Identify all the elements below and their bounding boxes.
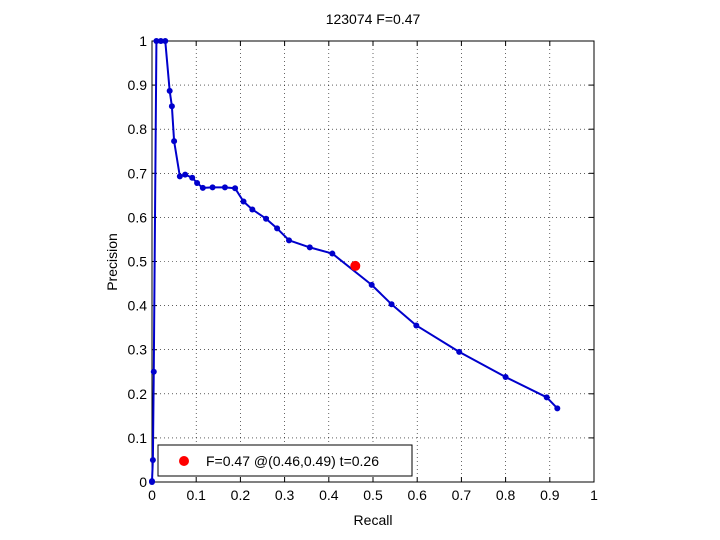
data-point: [162, 38, 169, 44]
x-tick-label: 0.1: [186, 487, 206, 503]
chart-title: 123074 F=0.47: [326, 11, 421, 27]
legend-label: F=0.47 @(0.46,0.49) t=0.26: [206, 453, 379, 469]
data-point: [543, 394, 550, 401]
x-tick-label: 0.9: [540, 487, 560, 503]
y-tick-label: 0.7: [128, 165, 148, 181]
data-point: [263, 215, 270, 222]
data-point: [149, 456, 156, 463]
legend: F=0.47 @(0.46,0.49) t=0.26: [157, 444, 413, 477]
data-point: [221, 184, 228, 191]
data-point: [286, 237, 293, 244]
y-tick-label: 0.6: [128, 209, 148, 225]
y-tick-label: 0.9: [128, 77, 148, 93]
data-point: [413, 322, 420, 329]
x-tick-label: 0.6: [407, 487, 427, 503]
data-point: [168, 103, 175, 110]
y-axis-label: Precision: [104, 233, 120, 291]
y-tick-label: 0.2: [128, 386, 148, 402]
y-tick-label: 0.5: [128, 254, 148, 270]
data-point: [182, 171, 189, 178]
y-tick-label: 0: [139, 474, 147, 490]
y-tick-label: 0.1: [128, 430, 148, 446]
data-point: [157, 38, 164, 44]
data-point: [194, 180, 201, 187]
best-f-marker: [350, 260, 361, 271]
data-point: [209, 184, 216, 191]
data-point: [306, 244, 313, 251]
data-point: [249, 206, 256, 213]
x-tick-label: 0.2: [231, 487, 251, 503]
x-tick-label: 0.5: [363, 487, 383, 503]
data-point: [456, 348, 463, 355]
data-point: [150, 368, 157, 375]
legend-marker: [179, 456, 189, 466]
data-point: [189, 174, 196, 181]
y-tick-label: 1: [139, 33, 147, 49]
data-point: [329, 250, 336, 257]
data-point: [171, 138, 178, 145]
x-axis-label: Recall: [354, 512, 393, 528]
x-tick-label: 0.4: [319, 487, 339, 503]
x-tick-label: 0: [148, 487, 156, 503]
x-tick-label: 0.8: [496, 487, 516, 503]
data-point: [166, 87, 173, 94]
legend-box: [157, 444, 413, 477]
axis-ticks: 0 0.1 0.2 0.3 0.4 0.5 0.6 0.7 0.8 0.9 1 0 0.1 0.2 0.3 0…: [128, 33, 599, 503]
y-tick-label: 0.8: [128, 121, 148, 137]
data-point: [554, 405, 561, 412]
series-layer: [149, 38, 561, 485]
y-tick-label: 0.3: [128, 342, 148, 358]
x-tick-label: 0.7: [452, 487, 472, 503]
data-point: [232, 185, 239, 192]
data-point: [149, 478, 155, 485]
data-point: [502, 374, 509, 381]
data-point: [176, 173, 183, 180]
grid: [152, 41, 594, 482]
data-point: [388, 301, 395, 308]
data-point: [368, 281, 375, 288]
data-point: [153, 38, 160, 44]
data-point: [199, 184, 206, 191]
highlight-layer: [350, 260, 361, 271]
data-point: [274, 225, 281, 232]
x-tick-label: 0.3: [275, 487, 295, 503]
x-tick-label: 1: [590, 487, 598, 503]
y-tick-label: 0.4: [128, 298, 148, 314]
data-point: [240, 198, 247, 205]
